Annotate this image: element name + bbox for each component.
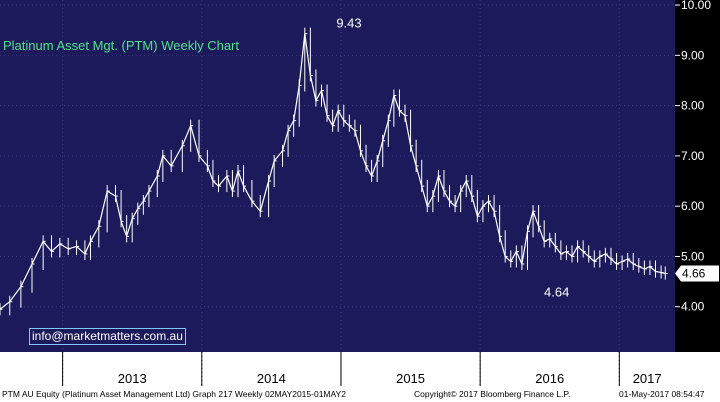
annotations: 9.43 4.64 xyxy=(336,16,569,300)
annotation-1: 4.64 xyxy=(544,285,569,300)
footer-security-info: PTM AU Equity (Platinum Asset Management… xyxy=(2,389,346,399)
y-tick-label-5: 9.00 xyxy=(681,48,705,62)
grid xyxy=(0,4,680,308)
y-tick-label-4: 8.00 xyxy=(681,99,705,113)
y-tick-label-3: 7.00 xyxy=(681,149,705,163)
y-tick-label-0: 4.00 xyxy=(681,300,705,314)
last-price-tag-shape xyxy=(675,265,719,282)
y-tick-label-1: 5.00 xyxy=(681,249,705,263)
price-line xyxy=(0,33,666,310)
chart-title: Platinum Asset Mgt. (PTM) Weekly Chart xyxy=(3,38,239,53)
plot-area xyxy=(0,0,675,352)
y-tick-labels: 4.00 5.00 6.00 7.00 8.00 9.00 10.00 xyxy=(681,0,711,314)
x-tick-label-2015: 2015 xyxy=(396,371,425,386)
y-axis-strip xyxy=(675,0,720,352)
x-tick-label-2014: 2014 xyxy=(257,371,286,386)
x-tick-label-2016: 2016 xyxy=(535,371,564,386)
y-tick-label-6: 10.00 xyxy=(681,0,711,12)
watermark-email[interactable]: info@marketmatters.com.au xyxy=(29,328,186,345)
footer-timestamp: 01-May-2017 08:54:47 xyxy=(619,389,705,399)
annotation-0: 9.43 xyxy=(336,16,361,31)
footer-bar: PTM AU Equity (Platinum Asset Management… xyxy=(0,386,720,402)
y-tick-label-2: 6.00 xyxy=(681,199,705,213)
x-tick-label-2017: 2017 xyxy=(633,371,662,386)
last-price-tag: 4.66 xyxy=(675,265,719,282)
x-tick-label-2013: 2013 xyxy=(118,371,147,386)
x-tick-labels: 2013 2014 2015 2016 2017 xyxy=(118,371,662,386)
x-axis-strip xyxy=(0,352,720,386)
last-price-label: 4.66 xyxy=(682,267,706,281)
year-dividers xyxy=(62,0,620,386)
footer-copyright: Copyright© 2017 Bloomberg Finance L.P. xyxy=(414,389,571,399)
